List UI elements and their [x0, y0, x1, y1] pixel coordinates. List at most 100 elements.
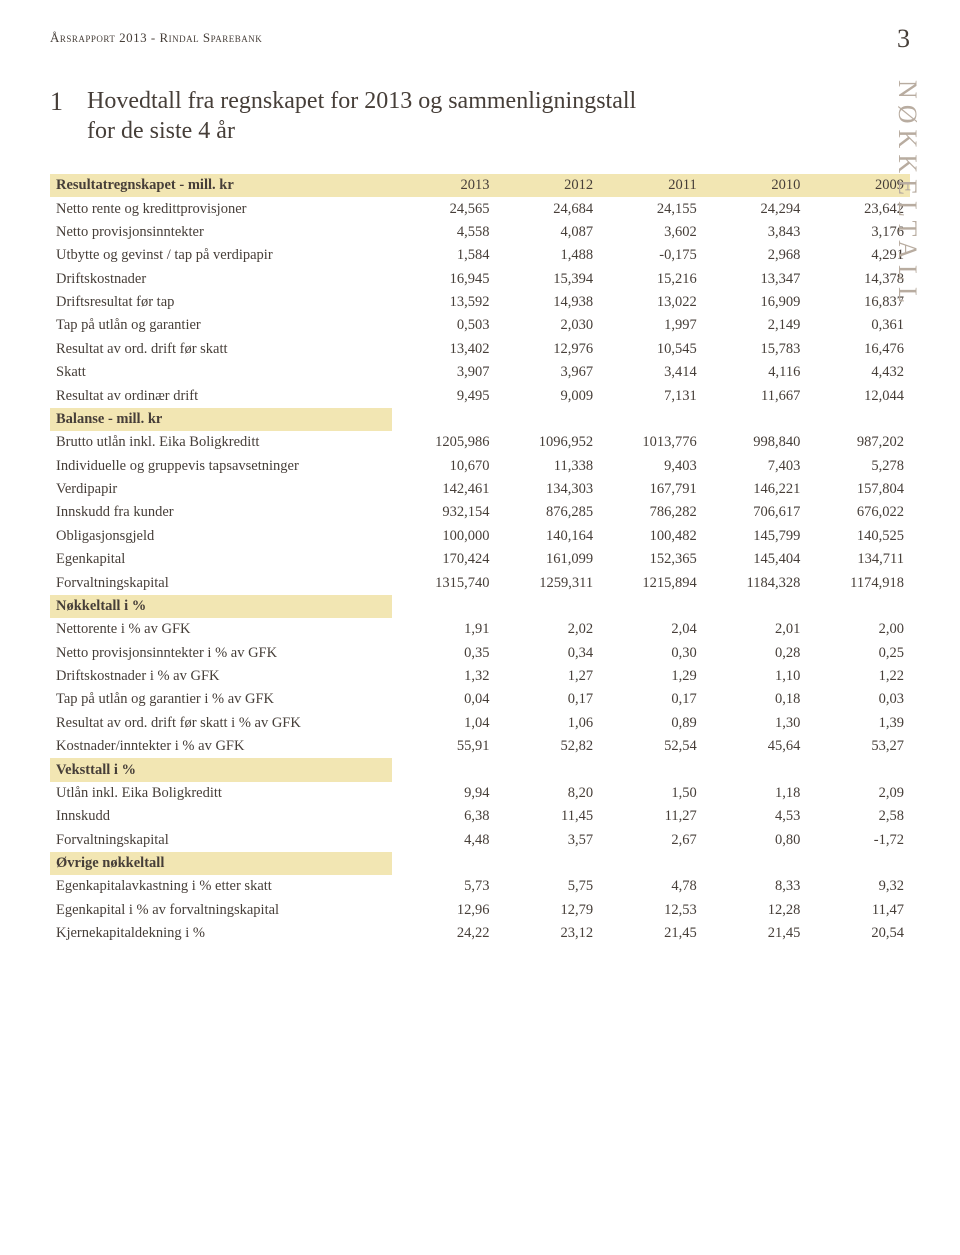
cell-value: 1,22	[806, 665, 910, 688]
cell-value: 1205,986	[392, 431, 496, 454]
cell-value: 15,394	[496, 268, 600, 291]
section-header: Resultatregnskapet - mill. kr	[50, 174, 392, 197]
cell-value: 16,476	[806, 338, 910, 361]
cell-value: 2,09	[806, 782, 910, 805]
row-label: Kjernekapitaldekning i %	[50, 922, 392, 945]
cell-value: 24,155	[599, 197, 703, 220]
cell-value: 1,488	[496, 244, 600, 267]
cell-value: 45,64	[703, 735, 807, 758]
cell-value: 12,53	[599, 899, 703, 922]
cell-value: 5,278	[806, 455, 910, 478]
cell-value: 4,558	[392, 221, 496, 244]
cell-value: 8,33	[703, 875, 807, 898]
cell-value: 3,602	[599, 221, 703, 244]
cell-value: 24,22	[392, 922, 496, 945]
cell-value: 167,791	[599, 478, 703, 501]
cell-value: 2,00	[806, 618, 910, 641]
cell-value: 1315,740	[392, 571, 496, 594]
row-label: Resultat av ordinær drift	[50, 384, 392, 407]
cell-value: 11,667	[703, 384, 807, 407]
cell-value: 0,03	[806, 688, 910, 711]
cell-value: 0,89	[599, 712, 703, 735]
row-label: Obligasjonsgjeld	[50, 525, 392, 548]
cell-value: 0,361	[806, 314, 910, 337]
section-header: Veksttall i %	[50, 758, 392, 781]
title-line2: for de siste 4 år	[87, 118, 235, 144]
row-label: Tap på utlån og garantier i % av GFK	[50, 688, 392, 711]
cell-value: 1,32	[392, 665, 496, 688]
cell-value: 1259,311	[496, 571, 600, 594]
cell-value: 3,907	[392, 361, 496, 384]
cell-value: 145,799	[703, 525, 807, 548]
cell-value: 2,01	[703, 618, 807, 641]
cell-value: 16,945	[392, 268, 496, 291]
cell-value: 987,202	[806, 431, 910, 454]
year-header: 2012	[496, 174, 600, 197]
cell-value: 140,525	[806, 525, 910, 548]
row-label: Kostnader/inntekter i % av GFK	[50, 735, 392, 758]
cell-value: 152,365	[599, 548, 703, 571]
page-number: 3	[897, 24, 910, 54]
cell-value: 53,27	[806, 735, 910, 758]
cell-value: 16,909	[703, 291, 807, 314]
cell-value: 9,403	[599, 455, 703, 478]
cell-value: 5,75	[496, 875, 600, 898]
cell-value: 1,27	[496, 665, 600, 688]
cell-value: 3,843	[703, 221, 807, 244]
cell-value: -1,72	[806, 829, 910, 852]
cell-value: 21,45	[703, 922, 807, 945]
cell-value: 932,154	[392, 501, 496, 524]
section-header: Øvrige nøkkeltall	[50, 852, 392, 875]
cell-value: 1,50	[599, 782, 703, 805]
row-label: Egenkapital	[50, 548, 392, 571]
year-header: 2011	[599, 174, 703, 197]
cell-value: 998,840	[703, 431, 807, 454]
cell-value: 0,28	[703, 642, 807, 665]
cell-value: 9,009	[496, 384, 600, 407]
page-title: Hovedtall fra regnskapet for 2013 og sam…	[87, 86, 636, 146]
cell-value: 142,461	[392, 478, 496, 501]
row-label: Driftsresultat før tap	[50, 291, 392, 314]
cell-value: 2,030	[496, 314, 600, 337]
row-label: Innskudd	[50, 805, 392, 828]
cell-value: 3,967	[496, 361, 600, 384]
cell-value: 3,57	[496, 829, 600, 852]
cell-value: 2,04	[599, 618, 703, 641]
cell-value: 876,285	[496, 501, 600, 524]
cell-value: 0,80	[703, 829, 807, 852]
cell-value: 55,91	[392, 735, 496, 758]
row-label: Netto provisjonsinntekter	[50, 221, 392, 244]
row-label: Egenkapital i % av forvaltningskapital	[50, 899, 392, 922]
year-header: 2013	[392, 174, 496, 197]
cell-value: 0,30	[599, 642, 703, 665]
cell-value: 24,684	[496, 197, 600, 220]
cell-value: 0,17	[496, 688, 600, 711]
year-header: 2010	[703, 174, 807, 197]
cell-value: 0,04	[392, 688, 496, 711]
row-label: Forvaltningskapital	[50, 571, 392, 594]
row-label: Driftskostnader i % av GFK	[50, 665, 392, 688]
cell-value: 10,545	[599, 338, 703, 361]
cell-value: 11,338	[496, 455, 600, 478]
cell-value: 134,711	[806, 548, 910, 571]
row-label: Nettorente i % av GFK	[50, 618, 392, 641]
cell-value: 2,149	[703, 314, 807, 337]
cell-value: 52,54	[599, 735, 703, 758]
cell-value: 21,45	[599, 922, 703, 945]
cell-value: 140,164	[496, 525, 600, 548]
cell-value: 2,02	[496, 618, 600, 641]
cell-value: 2,968	[703, 244, 807, 267]
row-label: Utbytte og gevinst / tap på verdipapir	[50, 244, 392, 267]
row-label: Forvaltningskapital	[50, 829, 392, 852]
cell-value: 10,670	[392, 455, 496, 478]
cell-value: 145,404	[703, 548, 807, 571]
row-label: Tap på utlån og garantier	[50, 314, 392, 337]
row-label: Resultat av ord. drift før skatt i % av …	[50, 712, 392, 735]
row-label: Skatt	[50, 361, 392, 384]
cell-value: 1174,918	[806, 571, 910, 594]
cell-value: 9,495	[392, 384, 496, 407]
section-number: 1	[50, 86, 63, 117]
cell-value: 1,584	[392, 244, 496, 267]
cell-value: 0,18	[703, 688, 807, 711]
report-header: Årsrapport 2013 - Rindal Sparebank	[50, 30, 910, 46]
